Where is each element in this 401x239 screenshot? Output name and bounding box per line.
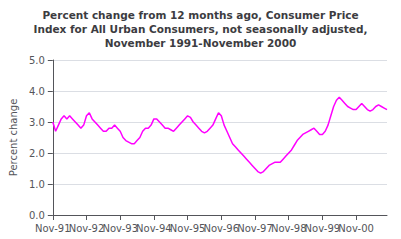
svg-text:0.0: 0.0 (29, 210, 45, 221)
svg-text:Nov-99: Nov-99 (305, 223, 341, 234)
svg-text:Percent change from 12 months: Percent change from 12 months ago, Consu… (42, 9, 358, 21)
svg-text:Nov-95: Nov-95 (170, 223, 206, 234)
svg-text:2.0: 2.0 (29, 148, 45, 159)
svg-text:Nov-00: Nov-00 (338, 223, 374, 234)
svg-text:Percent change: Percent change (8, 99, 19, 177)
svg-text:Nov-91: Nov-91 (35, 223, 71, 234)
svg-text:Nov-97: Nov-97 (237, 223, 273, 234)
svg-text:Index for All Urban Consumers,: Index for All Urban Consumers, not seaso… (34, 23, 368, 35)
svg-text:Nov-94: Nov-94 (136, 223, 172, 234)
svg-text:Nov-98: Nov-98 (271, 223, 307, 234)
svg-text:4.0: 4.0 (29, 86, 45, 97)
svg-text:Nov-93: Nov-93 (102, 223, 138, 234)
svg-text:Nov-96: Nov-96 (204, 223, 240, 234)
svg-text:Nov-92: Nov-92 (69, 223, 105, 234)
svg-text:5.0: 5.0 (29, 55, 45, 66)
svg-text:3.0: 3.0 (29, 117, 45, 128)
svg-text:1.0: 1.0 (29, 179, 45, 190)
svg-text:November 1991-November 2000: November 1991-November 2000 (105, 37, 297, 49)
